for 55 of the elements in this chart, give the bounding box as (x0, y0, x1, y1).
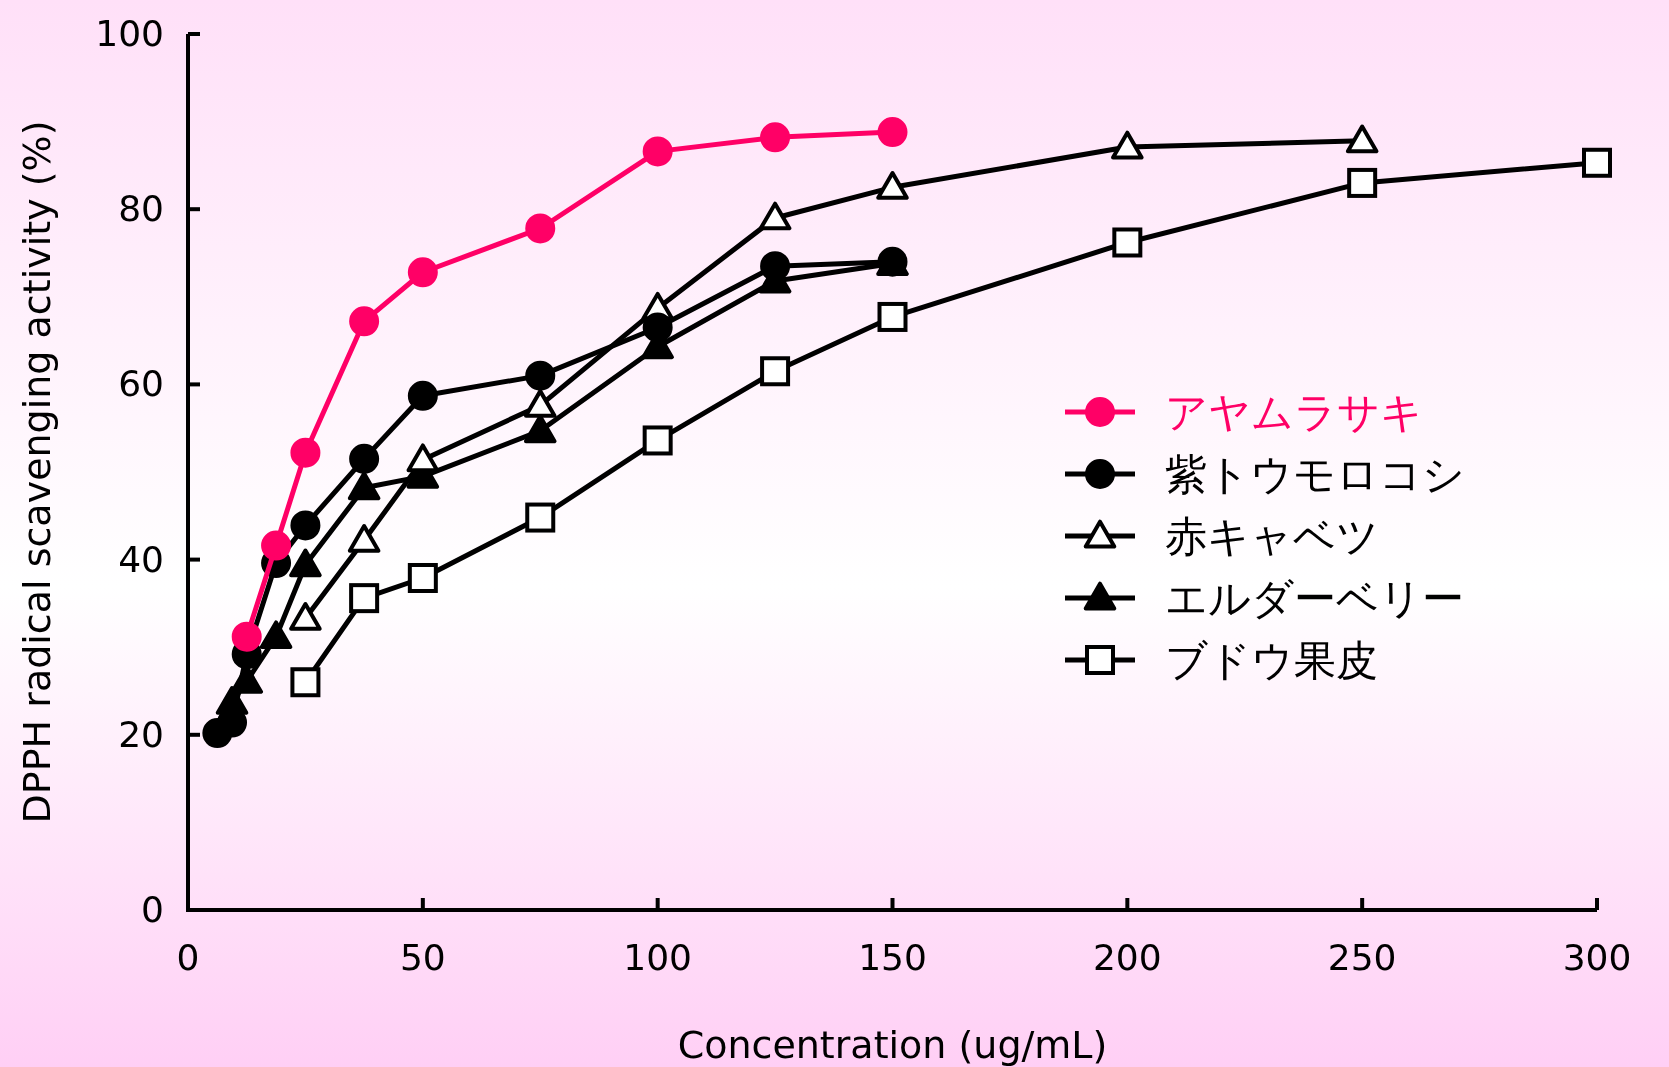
point (525, 213, 556, 244)
x-tick-label: 0 (176, 937, 200, 978)
point (525, 360, 556, 391)
point (349, 443, 380, 474)
point (349, 583, 380, 614)
point (289, 601, 322, 631)
point (642, 136, 673, 167)
point (407, 257, 438, 288)
point (406, 443, 440, 473)
point (758, 201, 792, 231)
legend-label: 紫トウモロコシ (1165, 450, 1465, 499)
legend-label: ブドウ果皮 (1165, 636, 1378, 685)
x-tick-label: 250 (1327, 937, 1397, 978)
point (290, 510, 321, 541)
point (349, 306, 380, 337)
point (877, 301, 908, 332)
point (1582, 147, 1612, 178)
x-tick-label: 150 (858, 937, 927, 978)
point (290, 437, 321, 468)
point (760, 122, 791, 153)
point (1111, 130, 1144, 160)
point (347, 524, 381, 553)
y-axis-title: DPPH radical scavenging activity (%) (15, 120, 59, 824)
y-tick-label: 0 (141, 889, 164, 930)
point (290, 667, 321, 698)
point (261, 530, 292, 561)
y-tick-label: 40 (118, 538, 164, 580)
point (407, 563, 438, 593)
legend-label: アヤムラサキ (1165, 388, 1423, 437)
x-tick-label: 100 (623, 937, 693, 978)
point (231, 621, 262, 652)
x-tick-label: 200 (1092, 937, 1162, 978)
legend-label: 赤キャベツ (1165, 512, 1379, 561)
point (289, 548, 322, 578)
point (1345, 124, 1379, 154)
point (1347, 167, 1378, 198)
y-tick-label: 60 (118, 363, 164, 405)
point (760, 356, 791, 387)
y-tick-label: 20 (118, 713, 164, 755)
point (347, 471, 381, 501)
x-tick-label: 300 (1562, 937, 1632, 978)
point (407, 380, 438, 411)
y-tick-label: 100 (95, 13, 164, 54)
point (525, 502, 556, 533)
point (523, 389, 557, 418)
point (642, 425, 673, 456)
y-tick-label: 80 (118, 188, 164, 230)
point (642, 312, 673, 343)
x-axis-title: Concentration (ug/mL) (677, 1023, 1108, 1067)
point (1112, 227, 1143, 258)
point (259, 620, 293, 650)
point (877, 117, 908, 148)
point (876, 171, 909, 200)
x-tick-label: 50 (399, 937, 446, 978)
legend-label: エルダーベリー (1165, 574, 1464, 623)
